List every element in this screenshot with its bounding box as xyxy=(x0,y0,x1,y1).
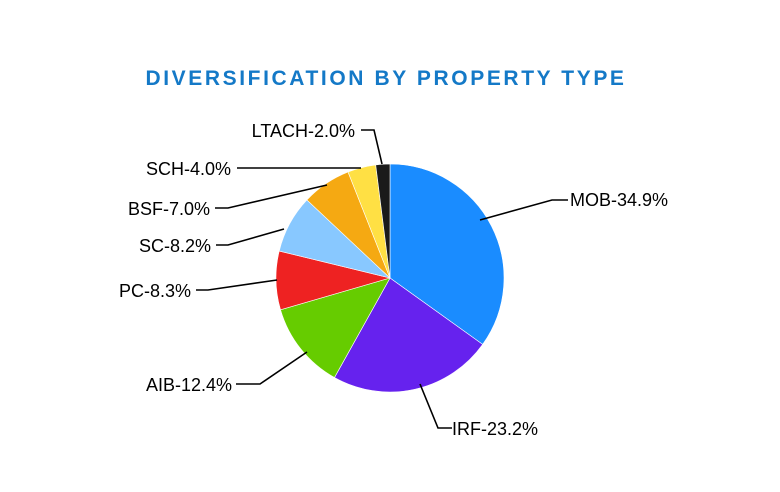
leader-lines xyxy=(196,129,568,429)
leader-line-pc xyxy=(196,279,278,291)
slice-label-mob: MOB-34.9% xyxy=(570,190,668,210)
slice-label-aib: AIB-12.4% xyxy=(146,375,232,395)
leader-line-irf xyxy=(419,383,452,429)
slice-label-pc: PC-8.3% xyxy=(119,281,191,301)
pie-slice-irf xyxy=(334,277,484,393)
slice-label-irf: IRF-23.2% xyxy=(452,419,538,439)
leader-line-aib xyxy=(236,351,308,385)
chart-title: DIVERSIFICATION BY PROPERTY TYPE xyxy=(145,67,626,90)
pie-slice-mob xyxy=(389,163,505,345)
leader-line-bsf xyxy=(215,184,328,209)
pie-slices xyxy=(275,163,505,393)
pie-slice-aib xyxy=(280,277,391,378)
slice-label-ltach: LTACH-2.0% xyxy=(252,121,355,141)
leader-line-mob xyxy=(479,199,568,221)
slice-labels: MOB-34.9% IRF-23.2% AIB-12.4% PC-8.3% SC-8.2… xyxy=(119,121,668,439)
slice-label-bsf: BSF-7.0% xyxy=(128,199,210,219)
slice-label-sc: SC-8.2% xyxy=(139,236,211,256)
slice-label-sch: SCH-4.0% xyxy=(146,159,231,179)
leader-line-sc xyxy=(216,228,285,246)
pie-slice-ltach xyxy=(375,163,391,279)
leader-line-ltach xyxy=(361,129,383,165)
